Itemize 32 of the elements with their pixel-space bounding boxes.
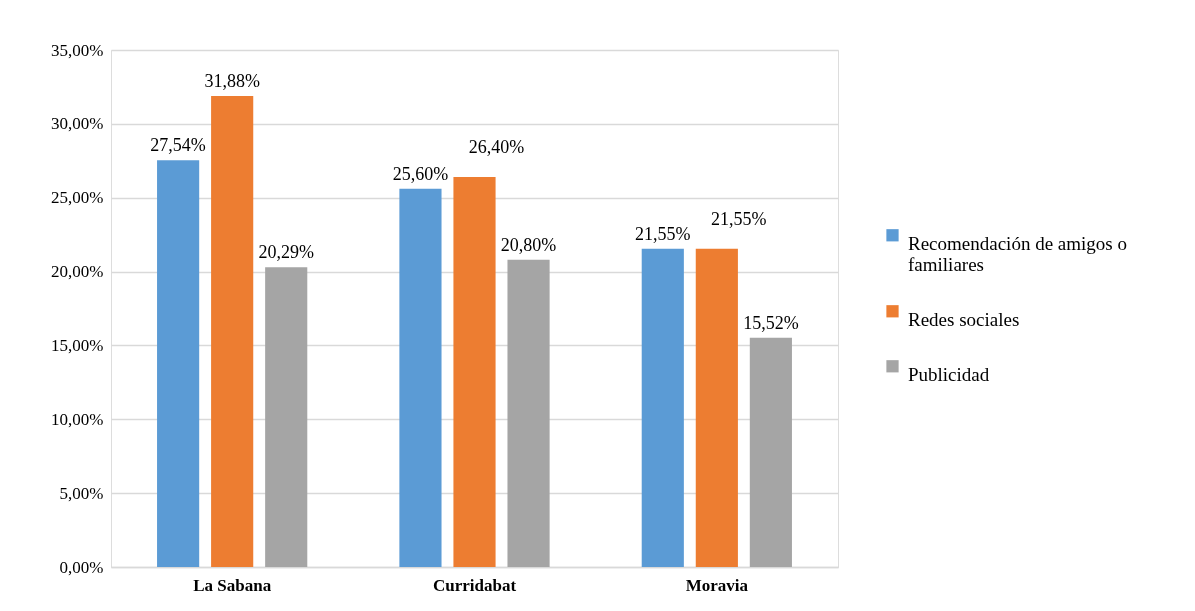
bar (453, 177, 496, 567)
data-label: 20,80% (500, 234, 557, 255)
data-label: 31,88% (204, 71, 260, 92)
y-tick-label: 30,00% (51, 114, 104, 134)
legend-label: Recomendación de amigos o familiares (908, 233, 1127, 276)
x-tick-label: Moravia (685, 575, 749, 595)
data-label: 21,55% (711, 208, 767, 229)
data-label: 25,60% (392, 163, 449, 184)
x-tick-label: La Sabana (193, 575, 272, 595)
y-tick-label: 25,00% (51, 188, 104, 208)
legend-label: Redes sociales (908, 309, 1020, 331)
y-tick-label: 20,00% (51, 262, 104, 282)
legend-label: Publicidad (908, 364, 990, 386)
data-label: 15,52% (743, 312, 799, 333)
bar (399, 188, 442, 567)
bar (695, 248, 738, 567)
x-tick-label: Curridabat (432, 575, 517, 595)
bar (507, 259, 550, 567)
data-label: 21,55% (635, 223, 691, 244)
bar (157, 160, 200, 567)
y-tick-label: 0,00% (59, 557, 104, 577)
bar (749, 337, 792, 567)
y-tick-label: 15,00% (51, 335, 104, 355)
y-tick-label: 10,00% (51, 409, 104, 429)
data-label: 20,29% (258, 242, 314, 263)
data-label: 27,54% (150, 135, 206, 156)
data-label: 26,40% (468, 137, 525, 158)
bar (641, 248, 684, 567)
bar (211, 96, 254, 567)
bar (265, 267, 308, 567)
y-tick-label: 5,00% (59, 483, 104, 503)
y-tick-label: 35,00% (51, 40, 104, 60)
